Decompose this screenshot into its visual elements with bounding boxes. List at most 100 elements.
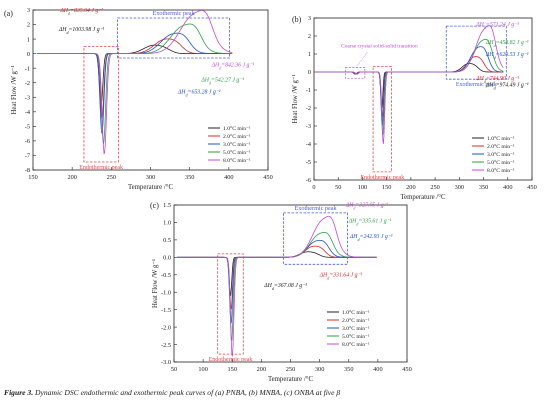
x-tick-label: 350 [185, 174, 194, 181]
y-tick-label: 2 [27, 22, 30, 29]
legend-label-1: 1.0°C min⁻¹ [223, 125, 251, 132]
y-tick-label: -6 [306, 177, 311, 184]
x-tick-label: 350 [344, 366, 353, 373]
endothermic-box [372, 66, 392, 173]
x-tick-label: 450 [527, 184, 536, 191]
y-tick-label: -2 [25, 80, 30, 87]
y-tick-label: -7 [25, 153, 30, 160]
enthalpy-annotation-1: ΔHd=571.24 J g⁻¹ [475, 21, 519, 30]
plot-frame [313, 17, 533, 181]
enthalpy-annotation-1: ΔHd=327.05 J g⁻¹ [345, 203, 389, 211]
y-tick-label: 0.5 [163, 237, 171, 244]
y-tick-label: -1 [306, 87, 311, 94]
x-axis-label: Temperature /°C [128, 184, 174, 191]
y-tick-label: 3 [308, 15, 311, 22]
endothermic-box [217, 253, 244, 355]
y-tick-label: -1.0 [161, 289, 171, 296]
legend-label-4: 5.0°C min⁻¹ [487, 159, 515, 166]
enthalpy-annotation-5: ΔHd=653.28 J g⁻¹ [177, 90, 221, 98]
panel-label: (a) [4, 9, 13, 18]
endothermic-label: Endothermic peak [209, 357, 253, 363]
dsc-figure: (a)150 200 250 300 350 400 450-8-7-6-5-4-3-2-1… [4, 7, 537, 383]
enthalpy-annotation-4: ΔHd=331.64 J g⁻¹ [319, 272, 363, 281]
y-tick-label: -2 [306, 105, 311, 112]
y-tick-label: -3 [306, 123, 311, 130]
exothermic-box [117, 17, 231, 59]
caption-text: Dynamic DSC endothermic and exothermic p… [33, 388, 341, 397]
y-tick-label: -2.5 [161, 342, 171, 349]
x-tick-label: 400 [373, 366, 382, 373]
y-tick-label: -3 [25, 94, 30, 101]
x-tick-label: 450 [263, 174, 272, 181]
enthalpy-annotation-2: ΔHd=335.61 J g⁻¹ [348, 218, 392, 226]
x-tick-label: 200 [406, 184, 415, 191]
x-tick-label: 350 [479, 184, 488, 191]
x-tick-label: 100 [358, 184, 367, 191]
legend-label-1: 1.0°C min⁻¹ [342, 309, 370, 316]
x-tick-label: 450 [402, 366, 411, 373]
y-tick-label: -6 [25, 138, 30, 145]
y-tick-label: 0.0 [163, 255, 171, 262]
y-tick-label: 1.0 [163, 220, 171, 227]
series-line-5 [36, 10, 233, 155]
y-tick-label: 1 [308, 51, 311, 58]
series-line-4 [36, 23, 233, 144]
transition-box [345, 67, 366, 79]
legend-label-1: 1.0°C min⁻¹ [487, 135, 515, 142]
legend-label-5: 8.0°C min⁻¹ [342, 341, 370, 348]
enthalpy-annotation-2: ΔHd=458.82 J g⁻¹ [485, 39, 529, 48]
enthalpy-annotation-2: ΔHd=1003.98 J g⁻¹ [58, 27, 105, 35]
x-tick-label: 250 [107, 174, 116, 181]
enthalpy-annotation-1: ΔHd=835.04 J g⁻¹ [59, 7, 103, 16]
endothermic-label: Endothermic peak [79, 165, 123, 171]
x-tick-label: 200 [257, 366, 266, 373]
series-line-5 [176, 215, 377, 357]
y-tick-label: -3.0 [161, 359, 171, 366]
legend-label-2: 2.0°C min⁻¹ [487, 143, 515, 150]
chart-panel-1: (a) 150 200 250 300 350 400 450 -8 -7 -6 -5 -4 -3 -2 -1… [4, 7, 273, 191]
enthalpy-annotation-3: ΔHd=620.53 J g⁻¹ [485, 52, 529, 60]
exothermic-label: Exothermic peak [295, 205, 338, 212]
x-tick-label: 200 [67, 174, 76, 181]
y-tick-label: 3 [27, 7, 30, 14]
enthalpy-annotation-3: ΔHd=242.93 J g⁻¹ [349, 233, 393, 242]
legend-label-3: 3.0°C min⁻¹ [223, 141, 251, 148]
x-tick-label: 150 [28, 174, 37, 181]
y-axis-label: Heat Flow /W g⁻¹ [152, 259, 159, 308]
x-tick-label: 250 [286, 366, 295, 373]
endothermic-label: Endothermic peak [360, 175, 404, 181]
x-tick-label: 400 [503, 184, 512, 191]
y-axis-label: Heat Flow /W g⁻¹ [11, 65, 18, 114]
x-axis-label: Temperature /°C [400, 194, 446, 201]
x-tick-label: 300 [455, 184, 464, 191]
legend-label-2: 2.0°C min⁻¹ [342, 317, 370, 324]
legend-label-3: 3.0°C min⁻¹ [487, 151, 515, 158]
y-tick-label: -4 [25, 109, 31, 116]
x-tick-label: 150 [228, 366, 237, 373]
y-axis-label: Heat Flow /W g⁻¹ [292, 74, 299, 123]
y-tick-label: -2.0 [161, 324, 171, 331]
figure-caption: Figure 3. Dynamic DSC endothermic and ex… [4, 388, 550, 397]
chart-panel-3: (c) 50 100 150 200 250 300 350 400 450 -3.0 -2.5 -2.… [150, 201, 412, 383]
x-tick-label: 300 [315, 366, 324, 373]
y-tick-label: -1.5 [161, 307, 171, 314]
legend-label-5: 8.0°C min⁻¹ [223, 157, 251, 164]
series-line-5 [316, 25, 504, 144]
enthalpy-annotation-4: ΔHd=744.90 J g⁻¹ [475, 75, 519, 84]
x-tick-label: 50 [335, 184, 341, 191]
x-tick-label: 300 [146, 174, 155, 181]
enthalpy-annotation-3: ΔHd=842.36 J g⁻¹ [211, 62, 255, 71]
legend-label-4: 5.0°C min⁻¹ [223, 149, 251, 156]
x-axis-label: Temperature /°C [268, 376, 314, 383]
caption-label: Figure 3. [4, 388, 34, 397]
y-tick-label: 1.5 [163, 202, 171, 209]
series-line-3 [36, 32, 233, 134]
y-tick-label: -5 [306, 159, 311, 166]
panel-label: (c) [150, 201, 159, 210]
enthalpy-annotation-5: ΔHd=974.49 J g⁻¹ [485, 81, 529, 90]
legend-label-3: 3.0°C min⁻¹ [342, 325, 370, 332]
y-tick-label: -0.5 [161, 272, 171, 279]
panel-label: (b) [292, 15, 302, 24]
chart-panel-2: (b) 0 50 100 150 200 250 300 350 400 450 -6 -5 -4 -3 -2… [292, 15, 537, 201]
endothermic-box [83, 45, 119, 163]
